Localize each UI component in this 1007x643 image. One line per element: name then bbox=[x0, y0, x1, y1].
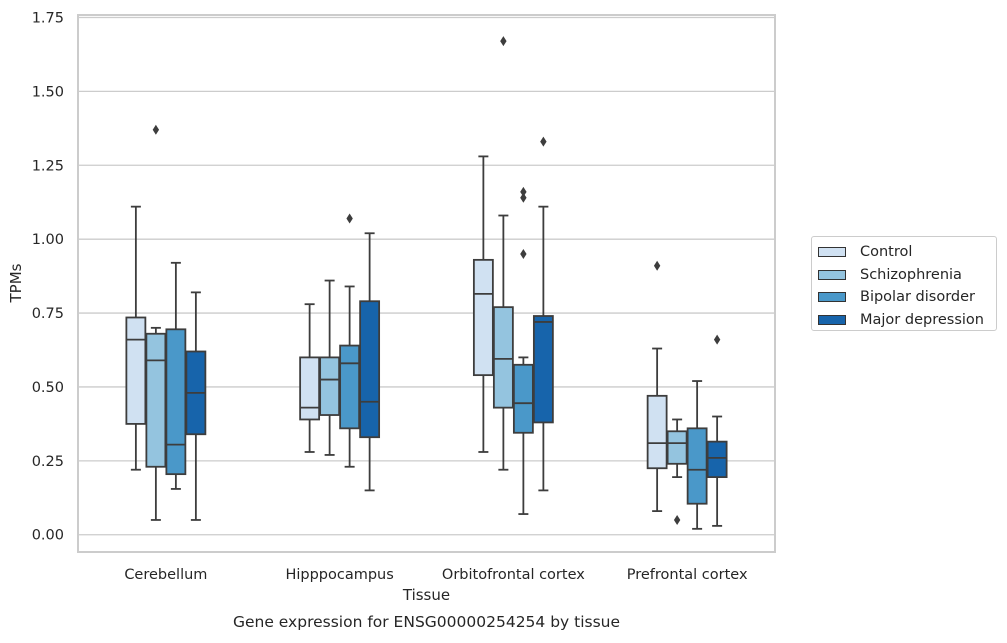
box-bipolar-disorder-cerebellum bbox=[165, 261, 187, 490]
box-schizophrenia-orbitofrontal-cortex bbox=[492, 36, 514, 471]
legend-label-schizophrenia: Schizophrenia bbox=[860, 266, 962, 283]
y-tick-label: 1.25 bbox=[32, 158, 64, 174]
box-body bbox=[666, 430, 688, 465]
y-tick-label: 1.00 bbox=[32, 232, 64, 248]
box-major-depression-hipppocampus bbox=[359, 232, 381, 492]
box-schizophrenia-hipppocampus bbox=[319, 279, 341, 456]
box-schizophrenia-cerebellum bbox=[145, 124, 167, 521]
box-bipolar-disorder-hipppocampus bbox=[339, 213, 361, 468]
box-bipolar-disorder-orbitofrontal-cortex bbox=[512, 186, 534, 515]
chart-caption: Gene expression for ENSG00000254254 by t… bbox=[233, 613, 620, 631]
y-axis-label: TPMs bbox=[7, 263, 25, 303]
ytick-layer: 0.00 0.25 0.50 0.75 1.00 1.25 1.50 1.75 bbox=[32, 10, 64, 543]
box-body bbox=[145, 332, 167, 468]
legend-swatch-major-depression bbox=[818, 314, 846, 325]
legend-swatch-schizophrenia bbox=[818, 269, 846, 280]
x-axis-label: Tissue bbox=[402, 586, 450, 604]
box-bipolar-disorder-prefrontal-cortex bbox=[686, 380, 708, 530]
legend-swatch-bipolar-disorder bbox=[818, 292, 846, 303]
box-body bbox=[706, 440, 728, 479]
box-body bbox=[359, 300, 381, 439]
legend-label-bipolar-disorder: Bipolar disorder bbox=[860, 289, 975, 306]
outlier-point bbox=[540, 136, 547, 147]
outlier-point bbox=[346, 213, 353, 224]
y-tick-label: 1.50 bbox=[32, 84, 64, 100]
box-body bbox=[646, 394, 668, 470]
box-schizophrenia-prefrontal-cortex bbox=[666, 418, 688, 525]
box-layer bbox=[125, 36, 728, 530]
box-body bbox=[299, 356, 321, 421]
outlier-point bbox=[673, 514, 681, 525]
y-tick-label: 0.75 bbox=[32, 306, 64, 322]
x-tick-label: Prefrontal cortex bbox=[627, 567, 748, 583]
box-body bbox=[532, 315, 554, 424]
xtick-layer: Cerebellum Hipppocampus Orbitofrontal cort… bbox=[124, 567, 748, 583]
outlier-point bbox=[520, 186, 527, 197]
x-tick-label: Orbitofrontal cortex bbox=[442, 567, 585, 583]
outlier-point bbox=[713, 334, 721, 345]
legend-item-schizophrenia: Schizophrenia bbox=[818, 264, 996, 287]
outlier-point bbox=[500, 36, 507, 47]
legend-label-major-depression: Major depression bbox=[860, 311, 984, 328]
box-major-depression-cerebellum bbox=[185, 291, 207, 521]
box-body bbox=[125, 316, 147, 425]
outlier-point bbox=[520, 192, 527, 203]
x-tick-label: Cerebellum bbox=[124, 567, 207, 583]
y-tick-label: 0.25 bbox=[32, 454, 64, 470]
legend-item-bipolar-disorder: Bipolar disorder bbox=[818, 286, 996, 309]
box-control-cerebellum bbox=[125, 205, 147, 471]
outlier-point bbox=[152, 124, 160, 135]
box-body bbox=[165, 328, 187, 476]
x-tick-label: Hipppocampus bbox=[285, 567, 393, 583]
y-tick-label: 0.50 bbox=[32, 380, 64, 396]
box-control-hipppocampus bbox=[299, 303, 321, 453]
box-body bbox=[319, 356, 341, 416]
box-body bbox=[472, 258, 494, 377]
y-tick-label: 1.75 bbox=[32, 10, 64, 26]
box-body bbox=[492, 306, 514, 409]
box-major-depression-prefrontal-cortex bbox=[706, 334, 728, 527]
legend-label-control: Control bbox=[860, 244, 913, 261]
box-body bbox=[339, 344, 361, 430]
box-control-prefrontal-cortex bbox=[646, 260, 668, 512]
box-body bbox=[686, 427, 708, 505]
legend-item-major-depression: Major depression bbox=[818, 309, 996, 332]
box-control-orbitofrontal-cortex bbox=[472, 155, 494, 453]
outlier-point bbox=[653, 260, 661, 271]
box-body bbox=[512, 363, 534, 434]
plot-frame bbox=[77, 14, 776, 553]
legend-item-control: Control bbox=[818, 241, 996, 264]
box-major-depression-orbitofrontal-cortex bbox=[532, 136, 554, 492]
legend: Control Schizophrenia Bipolar disorder M… bbox=[811, 236, 997, 331]
outlier-point bbox=[520, 248, 527, 259]
y-tick-label: 0.00 bbox=[32, 528, 64, 544]
legend-swatch-control bbox=[818, 247, 846, 258]
